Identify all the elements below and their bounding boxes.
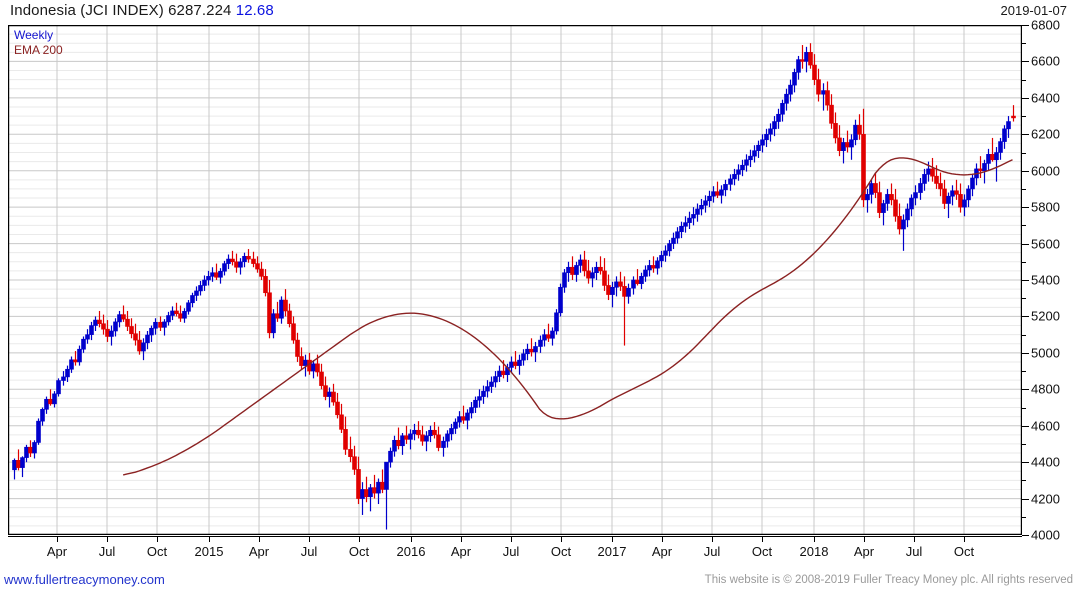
y-axis-minor-tick: [1022, 407, 1026, 409]
y-axis-tick: [1022, 498, 1029, 500]
x-axis-label: Jul: [98, 544, 116, 559]
y-axis-tick: [1022, 207, 1029, 209]
y-axis-tick: [1022, 97, 1029, 99]
y-axis-minor-tick: [1022, 261, 1026, 263]
instrument-name: Indonesia (JCI INDEX): [10, 2, 164, 19]
x-axis-label: 2018: [799, 544, 829, 559]
x-axis-tick: [411, 536, 412, 542]
y-axis-tick: [1022, 316, 1029, 318]
y-axis-minor-tick: [1022, 79, 1026, 81]
y-axis-minor-tick: [1022, 516, 1026, 518]
candlestick-canvas: [8, 25, 1022, 535]
y-axis-minor-tick: [1022, 298, 1026, 300]
y-axis-label: 4800: [1031, 381, 1060, 397]
x-axis-tick: [561, 536, 562, 542]
y-axis-minor-tick: [1022, 480, 1026, 482]
y-axis-label: 5000: [1031, 345, 1060, 361]
page-title: Indonesia (JCI INDEX) 6287.224 12.68: [10, 2, 274, 19]
y-axis-label: 6400: [1031, 90, 1060, 106]
x-axis-tick: [157, 536, 158, 542]
y-axis-tick: [1022, 61, 1029, 63]
x-axis-tick: [712, 536, 713, 542]
x-axis: Apr Jul Oct 2015 Apr Jul Oct 2016 Apr Jul Oct 2017 A…: [8, 536, 1022, 562]
x-axis-tick: [359, 536, 360, 542]
y-axis-tick: [1022, 462, 1029, 464]
y-axis-label: 5400: [1031, 272, 1060, 288]
x-axis-tick: [511, 536, 512, 542]
y-axis-minor-tick: [1022, 225, 1026, 227]
x-axis-tick: [309, 536, 310, 542]
x-axis-tick: [662, 536, 663, 542]
y-axis-label: 4000: [1031, 527, 1060, 543]
x-axis-label: Apr: [248, 544, 270, 559]
chart-header: Indonesia (JCI INDEX) 6287.224 12.68 201…: [0, 0, 1075, 24]
x-axis-label: Oct: [146, 544, 168, 559]
y-axis-label: 5800: [1031, 199, 1060, 215]
y-axis-tick: [1022, 134, 1029, 136]
x-axis-label: 2015: [194, 544, 224, 559]
y-axis-tick: [1022, 352, 1029, 354]
x-axis-label: Jul: [502, 544, 520, 559]
y-axis-label: 6600: [1031, 53, 1060, 69]
y-axis-label: 5200: [1031, 308, 1060, 324]
y-axis-minor-tick: [1022, 152, 1026, 154]
x-axis-label: 2017: [597, 544, 627, 559]
y-axis-tick: [1022, 425, 1029, 427]
y-axis-tick: [1022, 389, 1029, 391]
y-axis-label: 6000: [1031, 163, 1060, 179]
x-axis-label: Jul: [300, 544, 318, 559]
y-axis-minor-tick: [1022, 43, 1026, 45]
x-axis-tick: [107, 536, 108, 542]
y-axis-minor-tick: [1022, 371, 1026, 373]
x-axis-label: Oct: [953, 544, 975, 559]
x-axis-tick: [612, 536, 613, 542]
y-axis-label: 4400: [1031, 454, 1060, 470]
chart-footer: www.fullertreacymoney.com This website i…: [0, 572, 1075, 594]
y-axis-label: 6800: [1031, 17, 1060, 33]
x-axis-tick: [209, 536, 210, 542]
price-change: 12.68: [235, 2, 274, 19]
y-axis-minor-tick: [1022, 334, 1026, 336]
x-axis-tick: [814, 536, 815, 542]
y-axis: 4000 4200 4400 4600 4800 5000 5200 5400 5600 5800…: [1022, 18, 1075, 543]
y-axis-label: 5600: [1031, 236, 1060, 252]
y-axis-minor-tick: [1022, 188, 1026, 190]
y-axis-tick: [1022, 25, 1029, 26]
x-axis-label: Oct: [348, 544, 370, 559]
x-axis-label: Apr: [853, 544, 875, 559]
site-url[interactable]: www.fullertreacymoney.com: [4, 572, 165, 587]
plot-area[interactable]: Weekly EMA 200: [8, 25, 1022, 535]
x-axis-label: Jul: [703, 544, 721, 559]
copyright-text: This website is © 2008-2019 Fuller Treac…: [704, 574, 1073, 586]
y-axis-label: 6200: [1031, 126, 1060, 142]
x-axis-label: Oct: [751, 544, 773, 559]
x-axis-tick: [864, 536, 865, 542]
y-axis-tick: [1022, 280, 1029, 281]
x-axis-label: Apr: [651, 544, 673, 559]
x-axis-label: 2016: [396, 544, 426, 559]
y-axis-tick: [1022, 170, 1029, 172]
x-axis-line: [8, 536, 1022, 537]
x-axis-tick: [964, 536, 965, 542]
y-axis-label: 4200: [1031, 491, 1060, 507]
x-axis-tick: [461, 536, 462, 542]
y-axis-label: 4600: [1031, 418, 1060, 434]
y-axis-minor-tick: [1022, 443, 1026, 445]
y-axis-minor-tick: [1022, 116, 1026, 118]
y-axis-tick: [1022, 243, 1029, 245]
last-price: 6287.224: [168, 2, 232, 19]
x-axis-label: Oct: [550, 544, 572, 559]
chart-date: 2019-01-07: [1000, 3, 1068, 18]
y-axis-tick: [1022, 535, 1029, 536]
x-axis-tick: [914, 536, 915, 542]
x-axis-tick: [57, 536, 58, 542]
x-axis-tick: [762, 536, 763, 542]
x-axis-label: Apr: [450, 544, 472, 559]
x-axis-label: Jul: [905, 544, 923, 559]
x-axis-tick: [259, 536, 260, 542]
x-axis-label: Apr: [46, 544, 68, 559]
